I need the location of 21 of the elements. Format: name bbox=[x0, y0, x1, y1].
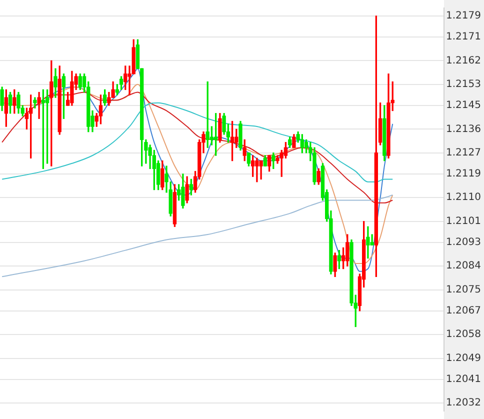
y-tick-label: 1.2119 bbox=[446, 168, 481, 180]
line-series bbox=[2, 102, 394, 182]
y-tick-label: 1.2110 bbox=[446, 192, 481, 204]
y-tick-label: 1.2041 bbox=[446, 374, 481, 385]
y-tick-label: 1.2127 bbox=[446, 147, 481, 158]
y-tick-label: 1.2162 bbox=[446, 55, 481, 66]
y-tick-label: 1.2084 bbox=[446, 260, 481, 272]
line-series bbox=[2, 194, 394, 278]
y-tick-label: 1.2136 bbox=[446, 124, 481, 135]
y-tick-label: 1.2153 bbox=[446, 78, 481, 90]
y-tick-label: 1.2075 bbox=[446, 284, 481, 296]
y-tick-label: 1.2067 bbox=[446, 306, 481, 316]
y-tick-label: 1.2101 bbox=[446, 216, 481, 227]
line-series bbox=[2, 84, 394, 264]
y-tick-label: 1.2145 bbox=[446, 100, 481, 112]
y-tick-label: 1.2093 bbox=[446, 237, 481, 248]
y-tick-label: 1.2179 bbox=[446, 10, 481, 22]
y-tick-label: 1.2032 bbox=[446, 398, 481, 409]
y-tick-label: 1.2171 bbox=[446, 32, 481, 43]
y-tick-label: 1.2049 bbox=[446, 352, 481, 364]
y-tick-label: 1.2058 bbox=[446, 329, 481, 340]
